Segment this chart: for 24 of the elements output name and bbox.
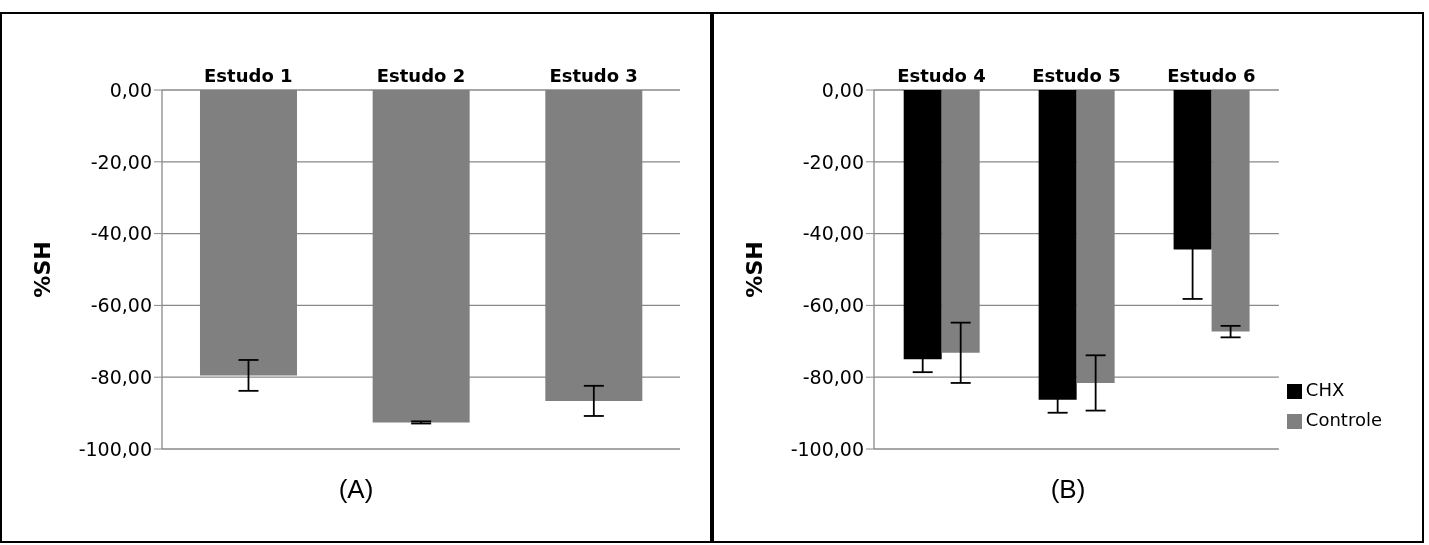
- legend-label: CHX: [1305, 379, 1345, 400]
- y-tick-label: -60,00: [802, 294, 864, 317]
- y-tick-label: -20,00: [90, 150, 152, 173]
- x-tick-label: Estudo 1: [204, 65, 293, 86]
- x-tick-label: Estudo 4: [897, 65, 986, 86]
- x-tick-label: Estudo 3: [549, 65, 638, 86]
- y-tick-label: -60,00: [90, 294, 152, 317]
- y-tick-label: -100,00: [790, 437, 864, 460]
- x-tick-label: Estudo 5: [1032, 65, 1121, 86]
- y-tick-label: -20,00: [802, 150, 864, 173]
- legend-label: Controle: [1305, 409, 1382, 430]
- x-tick-label: Estudo 2: [376, 65, 466, 86]
- y-tick-label: -80,00: [90, 365, 152, 388]
- y-tick-label: -100,00: [78, 437, 152, 460]
- text: (A): [337, 474, 375, 505]
- y-tick-label: 0,00: [109, 78, 152, 101]
- y-axis-title: %SH: [741, 241, 767, 298]
- x-tick-label: Estudo 6: [1167, 65, 1256, 86]
- y-axis-title: %SH: [29, 241, 55, 298]
- y-tick-label: -40,00: [802, 222, 864, 245]
- y-tick-label: -80,00: [802, 365, 864, 388]
- y-tick-label: -40,00: [90, 222, 152, 245]
- text: (B): [1049, 474, 1087, 505]
- y-tick-label: 0,00: [821, 78, 864, 101]
